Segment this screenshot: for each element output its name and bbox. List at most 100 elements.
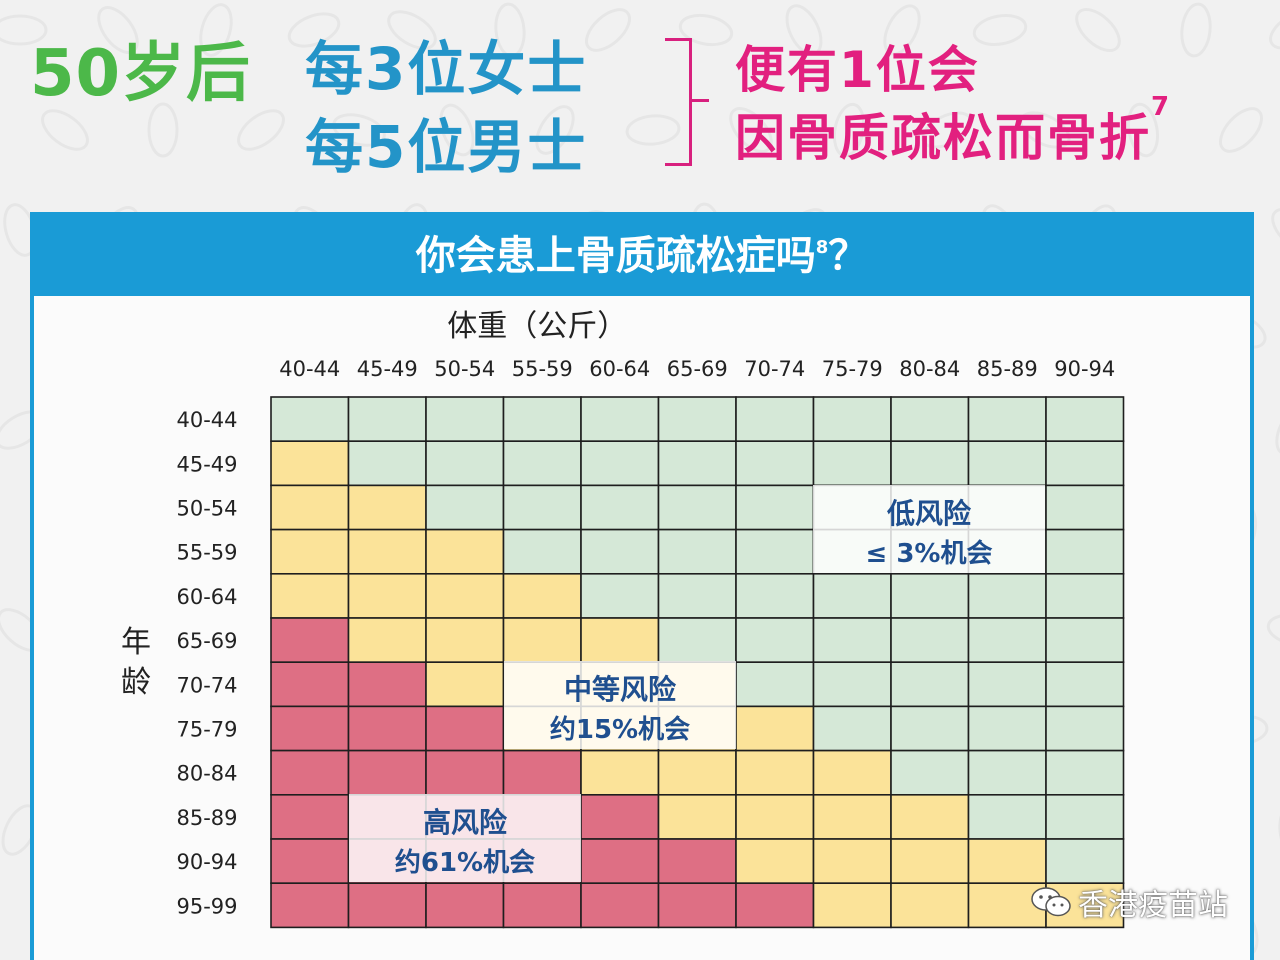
- heatmap-cell-medium: [270, 440, 350, 487]
- background-doodle: [0, 14, 48, 46]
- background-doodle: [785, 4, 823, 56]
- x-tick-label: 45-49: [357, 357, 418, 381]
- y-tick-label: 85-89: [176, 806, 237, 830]
- heatmap-cell-low: [812, 572, 892, 619]
- heatmap-cell-medium: [502, 617, 582, 664]
- heatmap-cell-medium: [580, 617, 660, 664]
- background-doodle: [678, 13, 734, 47]
- heatmap-cell-low: [580, 484, 660, 531]
- background-doodle: [439, 103, 475, 157]
- heatmap-cell-low: [502, 484, 582, 531]
- y-tick-label: 60-64: [176, 585, 237, 609]
- heatmap-cell-low: [1045, 749, 1125, 796]
- heatmap-cell-low: [1045, 793, 1125, 840]
- heatmap-cell-low: [967, 396, 1047, 443]
- heatmap-cell-high: [425, 882, 505, 929]
- heatmap-cell-low: [812, 440, 892, 487]
- background-doodle: [237, 109, 285, 151]
- background-doodle: [585, 8, 631, 52]
- x-tick-label: 65-69: [667, 357, 728, 381]
- headline-men: 每5位男士: [305, 113, 588, 181]
- risk-label-title: 中等风险: [564, 673, 677, 706]
- heatmap-cell-low: [1045, 440, 1125, 487]
- heatmap-cell-low: [890, 705, 970, 752]
- background-doodle: [1269, 10, 1280, 50]
- heatmap-cell-low: [1045, 396, 1125, 443]
- y-tick-label: 65-69: [176, 629, 237, 653]
- heatmap-cell-low: [890, 396, 970, 443]
- heatmap-cell-low: [1045, 572, 1125, 619]
- risk-label-box-medium: [504, 661, 736, 749]
- x-tick-label: 55-59: [512, 357, 573, 381]
- heatmap-cell-medium: [347, 617, 427, 664]
- background-doodle: [287, 12, 341, 48]
- heatmap-cell-medium: [735, 838, 815, 885]
- heatmap-cell-low: [657, 396, 737, 443]
- headline-prefix: 50岁后: [30, 37, 252, 111]
- heatmap-cell-medium: [425, 661, 505, 708]
- background-doodle: [97, 6, 139, 54]
- background-doodle: [535, 105, 575, 155]
- heatmap-cell-low: [890, 440, 970, 487]
- headline-reference: 7: [1151, 92, 1172, 122]
- heatmap-cell-medium: [425, 528, 505, 575]
- heatmap-cell-low: [1045, 705, 1125, 752]
- background-doodle: [1266, 613, 1280, 647]
- background-doodle: [147, 102, 179, 158]
- background-doodle: [332, 113, 386, 147]
- heatmap-cell-low: [735, 572, 815, 619]
- y-tick-label: 45-49: [176, 452, 237, 476]
- y-axis-label: 年: [121, 625, 151, 660]
- heatmap-cell-low: [347, 440, 427, 487]
- watermark: 香港疫苗站: [1030, 880, 1228, 924]
- y-tick-label: 90-94: [176, 850, 237, 874]
- heatmap-cell-low: [967, 572, 1047, 619]
- heatmap-cell-low: [735, 617, 815, 664]
- risk-label-box-low: [813, 485, 1045, 573]
- heatmap-cell-low: [812, 617, 892, 664]
- x-tick-label: 70-74: [744, 357, 805, 381]
- heatmap-cell-low: [812, 396, 892, 443]
- wechat-icon: [1031, 887, 1071, 917]
- heatmap-cell-low: [502, 528, 582, 575]
- risk-label-title: 低风险: [886, 497, 972, 530]
- heatmap-cell-high: [657, 882, 737, 929]
- background-doodle: [387, 10, 437, 50]
- heatmap-cell-medium: [657, 793, 737, 840]
- heatmap-cell-low: [735, 484, 815, 531]
- risk-label-chance: ≤ 3%机会: [866, 539, 993, 569]
- heatmap-cell-high: [657, 838, 737, 885]
- y-tick-label: 70-74: [176, 673, 237, 697]
- heatmap-cell-high: [425, 705, 505, 752]
- x-tick-label: 75-79: [822, 357, 883, 381]
- y-tick-label: 75-79: [176, 718, 237, 742]
- heatmap-cell-medium: [425, 572, 505, 619]
- x-tick-label: 40-44: [279, 357, 340, 381]
- heatmap-cell-low: [967, 617, 1047, 664]
- heatmap-cell-high: [580, 882, 660, 929]
- heatmap-cell-high: [347, 661, 427, 708]
- heatmap-cell-low: [502, 396, 582, 443]
- heatmap-cell-high: [270, 749, 350, 796]
- heatmap-cell-high: [270, 661, 350, 708]
- heatmap-cell-low: [657, 484, 737, 531]
- heatmap-cell-low: [425, 484, 505, 531]
- heatmap-cell-low: [657, 528, 737, 575]
- y-tick-label: 40-44: [176, 408, 237, 432]
- background-doodle: [921, 111, 973, 149]
- panel-title-reference: 8: [815, 237, 829, 258]
- heatmap-cell-medium: [890, 838, 970, 885]
- heatmap-cell-medium: [270, 484, 350, 531]
- heatmap-cell-low: [1045, 838, 1125, 885]
- heatmap-cell-low: [657, 617, 737, 664]
- x-tick-label: 50-54: [434, 357, 495, 381]
- headline-result-1: 便有1位会: [735, 41, 980, 99]
- heatmap-cell-low: [1045, 484, 1125, 531]
- heatmap-cell-low: [890, 749, 970, 796]
- panel-title-suffix: ？: [828, 233, 869, 279]
- heatmap-cell-low: [580, 528, 660, 575]
- heatmap-cell-high: [270, 793, 350, 840]
- heatmap-cell-medium: [812, 882, 892, 929]
- heatmap-cell-medium: [270, 528, 350, 575]
